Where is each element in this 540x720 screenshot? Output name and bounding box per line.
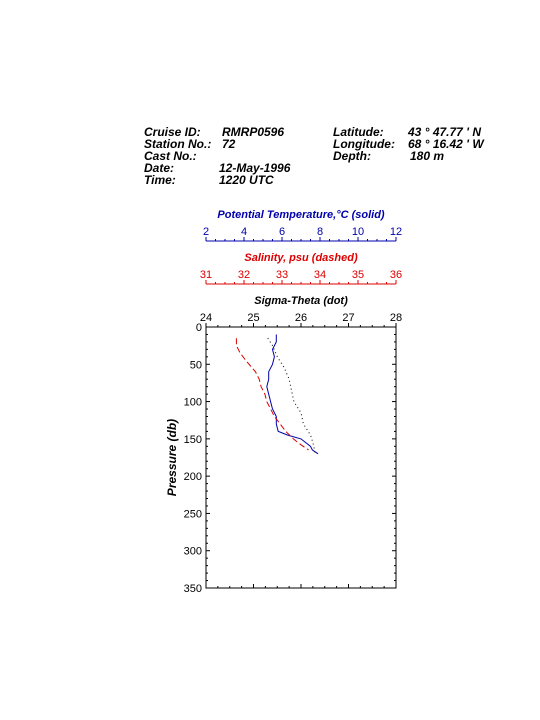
date-value: 12-May-1996 — [219, 161, 291, 175]
station-value: 72 — [222, 137, 236, 151]
axis-title-2: Sigma-Theta (dot) — [254, 295, 348, 307]
tick-label-2: 28 — [390, 312, 402, 324]
tick-label-0: 8 — [317, 226, 323, 238]
tick-label-1: 32 — [238, 269, 250, 281]
latitude-value: 43 ° 47.77 ' N — [408, 125, 482, 139]
time-value: 1220 UTC — [219, 173, 274, 187]
cruise-id-label: Cruise ID: — [144, 125, 201, 139]
cast-label: Cast No.: — [144, 149, 197, 163]
y-tick-label: 150 — [184, 434, 202, 446]
tick-label-1: 36 — [390, 269, 402, 281]
longitude-value: 68 ° 16.42 ' W — [408, 137, 484, 151]
tick-label-2: 25 — [247, 312, 259, 324]
tick-label-0: 10 — [352, 226, 364, 238]
tick-label-1: 31 — [200, 269, 212, 281]
tick-label-1: 35 — [352, 269, 364, 281]
tick-label-2: 24 — [200, 312, 212, 324]
latitude-label: Latitude: — [333, 125, 384, 139]
longitude-label: Longitude: — [333, 137, 395, 151]
plot-area: 0 50 100 150 200 250 300 350 Pressure (db) — [165, 322, 397, 595]
y-axis-label: Pressure (db) — [165, 419, 179, 496]
date-label: Date: — [144, 161, 175, 175]
top-axes: Potential Temperature,°C (solid)2 4 6 8 10 12… — [200, 209, 402, 327]
depth-label: Depth: — [333, 149, 371, 163]
station-label: Station No.: — [144, 137, 212, 151]
y-tick-label: 200 — [184, 471, 202, 483]
tick-label-0: 2 — [203, 226, 209, 238]
y-tick-label: 300 — [184, 546, 202, 558]
tick-label-1: 33 — [276, 269, 288, 281]
y-tick-label: 50 — [190, 359, 202, 371]
y-tick-label: 100 — [184, 397, 202, 409]
y-tick-label: 350 — [184, 583, 202, 595]
tick-label-1: 34 — [314, 269, 326, 281]
y-tick-label: 0 — [196, 322, 202, 334]
tick-label-0: 4 — [241, 226, 247, 238]
tick-label-2: 27 — [342, 312, 354, 324]
y-tick-label: 250 — [184, 508, 202, 520]
tick-label-0: 6 — [279, 226, 285, 238]
tick-label-2: 26 — [295, 312, 307, 324]
axis-title-1: Salinity, psu (dashed) — [244, 252, 358, 264]
plot-frame — [205, 326, 397, 589]
cruise-id-value: RMRP0596 — [222, 125, 285, 139]
depth-value: 180 m — [410, 149, 445, 163]
time-label: Time: — [144, 173, 176, 187]
tick-label-0: 12 — [390, 226, 402, 238]
series-dotted-line — [267, 337, 316, 454]
series-dashed-line — [235, 338, 309, 451]
axis-title-0: Potential Temperature,°C (solid) — [217, 209, 385, 221]
series-solid-line — [266, 334, 319, 455]
